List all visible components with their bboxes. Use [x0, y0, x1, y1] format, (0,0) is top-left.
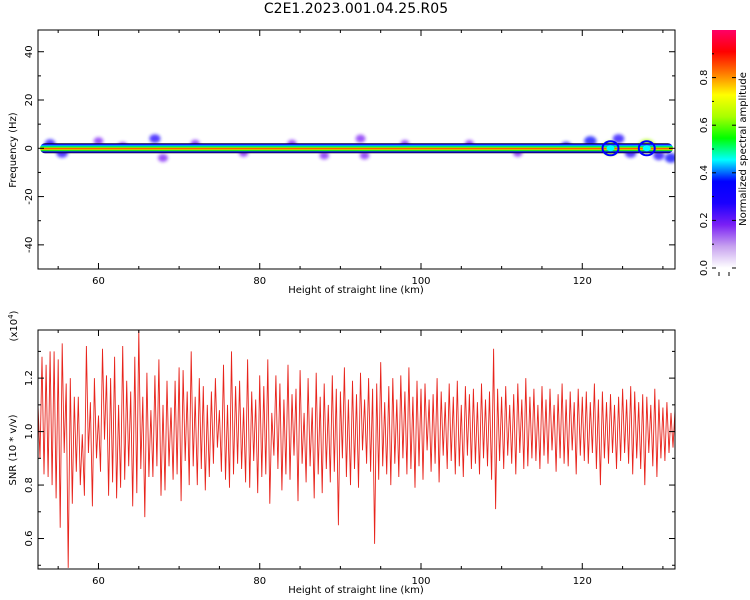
spectrogram-hotspot-core [606, 145, 615, 152]
spectrogram-panel: 60 80 100 120 -40 -20 0 20 40 Height of straight… [8, 29, 676, 296]
snr-x-tick-label: 120 [573, 576, 592, 587]
snr-y-tick-label: 1.2 [24, 370, 35, 386]
spectrogram-frame [37, 29, 676, 270]
colorbar: 0.0 0.2 0.4 0.6 0.8 Normalized spectral ampl… [699, 30, 749, 276]
snr-y-tick-label: 0.8 [24, 477, 35, 493]
spectrogram-blob [355, 134, 366, 143]
snr-y-axis-label: SNR (10 * v/v) [8, 414, 19, 485]
colorbar-tick-label: 0.4 [699, 165, 710, 181]
colorbar-tick-label: 0.2 [699, 212, 710, 228]
spectrogram-y-tick-label: 40 [24, 45, 35, 58]
spectrogram-x-axis-label: Height of straight line (km) [288, 285, 424, 296]
spectrogram-x-tick-label: 120 [573, 276, 592, 287]
spectrogram-x-tick-label: 100 [411, 276, 430, 287]
spectrogram-y-tick-label: 20 [24, 94, 35, 107]
spectrogram-blob [664, 153, 675, 163]
snr-panel: 60 80 100 120 0.6 0.8 1.0 1.2 Height of straigh… [7, 310, 676, 596]
colorbar-ticks: 0.0 0.2 0.4 0.6 0.8 [699, 53, 736, 276]
colorbar-label: Normalized spectral amplitude [738, 72, 749, 226]
spectrogram-blob [149, 134, 161, 144]
spectrogram-blob [319, 151, 330, 160]
spectrogram-y-tick-label: 0 [24, 145, 35, 151]
snr-frame [37, 329, 676, 570]
spectrogram-y-tick-label: -20 [24, 188, 35, 204]
snr-multiplier-label: (x104) [7, 310, 20, 341]
spectrogram-axes: 60 80 100 120 -40 -20 0 20 40 [24, 29, 676, 287]
spectrogram-y-tick-label: -40 [24, 237, 35, 253]
spectrogram-blob [93, 137, 104, 145]
snr-axes: 60 80 100 120 0.6 0.8 1.0 1.2 [24, 329, 676, 587]
snr-x-tick-label: 60 [92, 576, 105, 587]
spectrogram-blob [359, 151, 370, 160]
snr-y-tick-label: 0.6 [24, 531, 35, 547]
snr-series-line [38, 330, 675, 568]
snr-x-tick-label: 80 [253, 576, 266, 587]
snr-x-tick-label: 100 [411, 576, 430, 587]
spectrogram-ridge [40, 140, 673, 157]
colorbar-gradient [712, 30, 736, 268]
spectrogram-blob [612, 134, 625, 144]
spectrogram-blob [158, 153, 168, 162]
page-title: C2E1.2023.001.04.25.R05 [263, 1, 449, 17]
snr-x-axis-label: Height of straight line (km) [288, 585, 424, 596]
spectrogram-y-axis-label: Frequency (Hz) [8, 112, 19, 188]
colorbar-tick-label: 0.8 [699, 70, 710, 86]
spectrogram-ridge-band [40, 143, 673, 154]
spectrogram-x-tick-label: 60 [92, 276, 105, 287]
spectrogram-x-tick-label: 80 [253, 276, 266, 287]
snr-y-tick-label: 1.0 [24, 424, 35, 440]
colorbar-tick-label: 0.6 [699, 117, 710, 133]
colorbar-tick-label: 0.0 [699, 260, 710, 276]
spectrogram-hotspot [637, 140, 656, 157]
spectrogram-hotspot-core [642, 145, 651, 152]
spectrogram-hotspot [601, 140, 620, 157]
